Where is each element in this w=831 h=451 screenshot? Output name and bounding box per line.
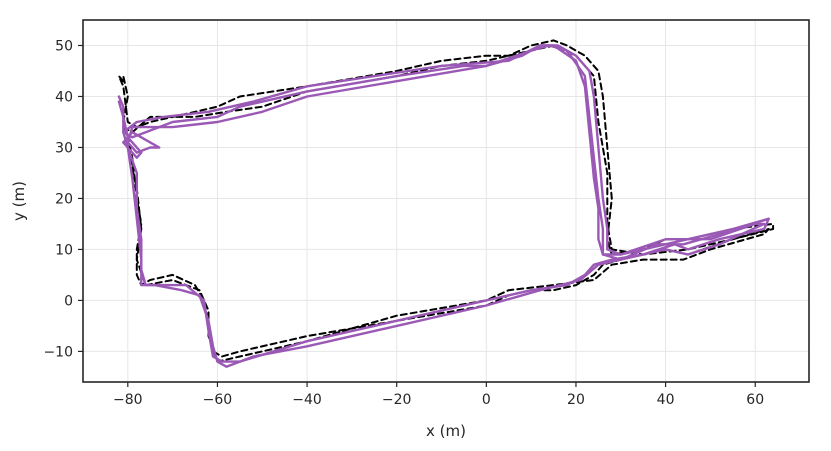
y-tick-label: 10 [55,242,73,258]
x-tick-label: 40 [657,392,675,408]
x-tick-label: −20 [382,392,412,408]
y-tick-label: 50 [55,38,73,54]
plot-frame [82,19,810,383]
x-tick-label: −80 [113,392,143,408]
y-tick-label: 30 [55,140,73,156]
x-tick-label: 20 [567,392,585,408]
y-axis-label: y (m) [10,181,28,221]
y-tick-label: 20 [55,191,73,207]
series-line-3 [117,44,770,363]
x-axis-label: x (m) [426,422,466,440]
series-line-1 [117,39,775,358]
x-tick-label: 0 [482,392,491,408]
x-tick-label: −60 [203,392,233,408]
grid [83,20,809,382]
series-line-5 [117,44,770,261]
y-tick-label: 0 [64,293,73,309]
y-tick-label: 40 [55,89,73,105]
ticks: −80 −60 −40 −20 0 20 40 60 −10 0 10 20 30 40 50 [43,38,764,408]
series-line-4 [122,44,766,368]
x-tick-label: 60 [746,392,764,408]
x-tick-label: −40 [292,392,322,408]
y-tick-label: −10 [43,344,73,360]
series-group [117,39,775,368]
